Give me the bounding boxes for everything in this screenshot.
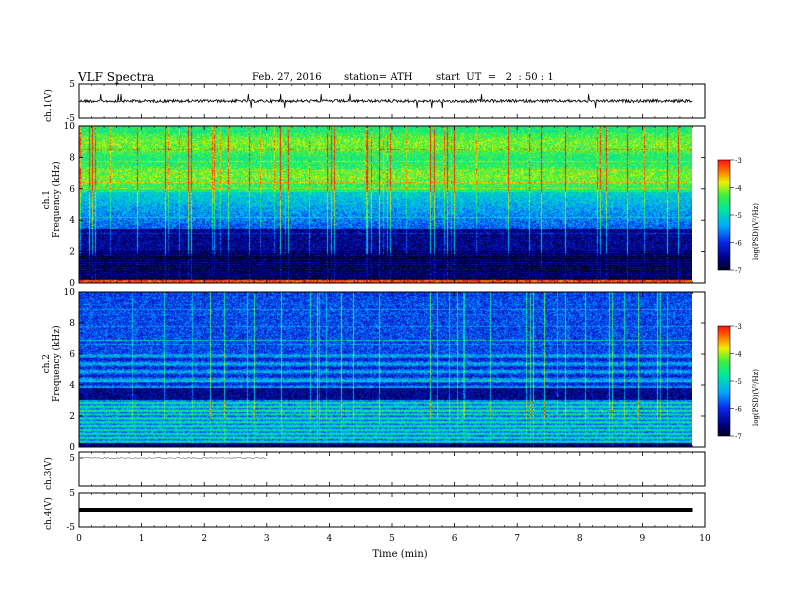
x-tick-label-10: 10 [699, 534, 711, 544]
figure-title: VLF Spectra [78, 70, 155, 84]
x-tick-label-5: 5 [389, 534, 395, 544]
figure-date: Feb. 27, 2016 [252, 72, 322, 83]
colorbar-ch2-tick-label: -5 [735, 378, 742, 386]
x-tick-label-8: 8 [577, 534, 583, 544]
colorbar-ch2-tick-label: -3 [735, 323, 742, 331]
ch3-waveform-trace [78, 457, 267, 459]
ch1-spectrogram-image [79, 126, 692, 283]
station-label: station= ATH [344, 72, 413, 83]
colorbar-ch1-tick-label: -6 [735, 240, 742, 248]
x-tick-label-0: 0 [76, 534, 82, 544]
ch2-spec-frame [78, 291, 706, 448]
ch2-spec-ylabel-text: ch.2 Frequency (kHz) [42, 325, 62, 402]
colorbar-ch2-tick-label: -7 [735, 433, 742, 441]
ch2-spec-ytick-label: 2 [69, 412, 75, 422]
colorbar-ch1-tick-label: -7 [735, 267, 742, 275]
ch1-spec-ytick-label: 8 [69, 153, 75, 163]
x-tick-label-4: 4 [327, 534, 333, 544]
ch4-wave-ytick-label: -5 [66, 523, 75, 533]
ch1-spec-ytick-label: 6 [69, 185, 75, 195]
colorbar-ch2-tick-label: -4 [735, 351, 742, 359]
ch1-spec-ylabel-text: ch.1 Frequency (kHz) [42, 161, 62, 238]
ch3-wave-ytick-label: 5 [69, 454, 75, 464]
ch2-spec-ytick-label: 6 [69, 350, 75, 360]
x-tick-label-2: 2 [201, 534, 207, 544]
x-tick-label-7: 7 [514, 534, 520, 544]
colorbar-ch2-frame [717, 325, 731, 437]
colorbar-ch1-tick-label: -4 [735, 185, 742, 193]
colorbar-ch1-tick-label: -5 [735, 212, 742, 220]
ch1-wave-ytick-label: -5 [66, 114, 75, 124]
ch1-waveform-trace [78, 93, 693, 109]
colorbar-ch1-label: log(PSD)(V²/Hz) [752, 203, 760, 260]
ch2-spec-ylabel: ch.2 Frequency (kHz) [42, 325, 62, 402]
x-tick-label-1: 1 [139, 534, 145, 544]
ch2-spec-ytick-label: 10 [64, 288, 76, 298]
colorbar-ch1-frame [717, 159, 731, 271]
colorbar-ch1-tick-label: -3 [735, 157, 742, 165]
x-axis-label: Time (min) [372, 549, 428, 560]
ch1-spec-ytick-label: 2 [69, 248, 75, 258]
colorbar-ch2-label: log(PSD)(V²/Hz) [752, 369, 760, 426]
ch4-waveform-trace [79, 508, 693, 512]
colorbar-ch2 [718, 326, 730, 436]
x-tick-label-9: 9 [640, 534, 646, 544]
ch1-spec-ylabel: ch.1 Frequency (kHz) [42, 161, 62, 238]
x-tick-label-3: 3 [264, 534, 270, 544]
ch2-spec-ytick-label: 0 [69, 443, 75, 453]
ch1-spec-frame [78, 125, 706, 284]
ch1-spec-ytick-label: 0 [69, 279, 75, 289]
ch1-spec-ytick-label: 4 [69, 216, 75, 226]
x-tick-label-6: 6 [452, 534, 458, 544]
ch3-wave-ylabel: ch.3(V) [44, 457, 54, 490]
ch2-spectrogram-image [79, 292, 692, 447]
ch4-wave-ylabel: ch.4(V) [44, 497, 54, 530]
ch3-wave-frame [78, 451, 706, 487]
colorbar-ch2-tick-label: -6 [735, 406, 742, 414]
ch4-wave-ytick-label: 5 [69, 489, 75, 499]
ch2-spec-ytick-label: 4 [69, 381, 75, 391]
ch1-spec-ytick-label: 10 [64, 122, 76, 132]
colorbar-ch1 [718, 160, 730, 270]
ch1-wave-ylabel: ch.1(V) [44, 89, 54, 122]
ch2-spec-ytick-label: 8 [69, 319, 75, 329]
ch1-wave-ytick-label: 5 [69, 80, 75, 90]
start-time-label: start UT = 2 : 50 : 1 [436, 72, 554, 83]
